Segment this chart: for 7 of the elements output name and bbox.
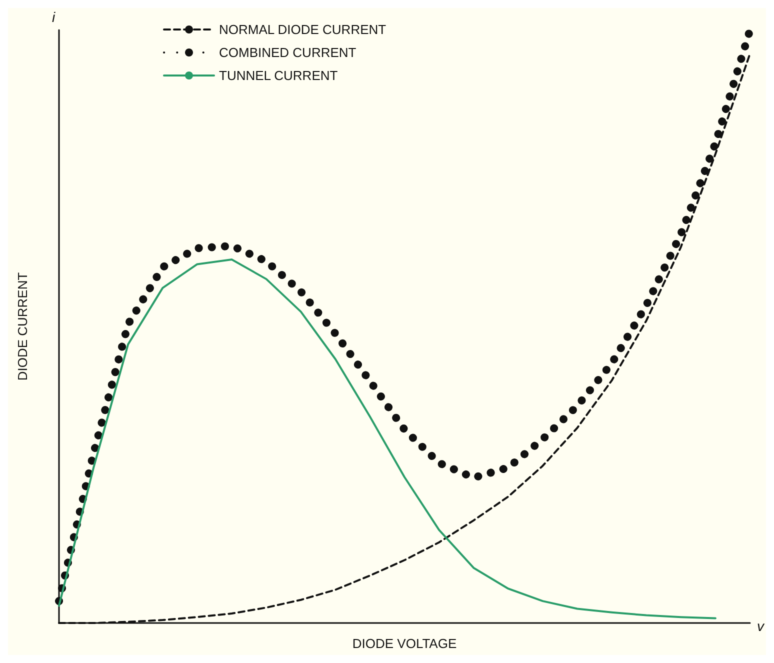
legend-label: COMBINED CURRENT [219, 45, 356, 60]
legend-label: TUNNEL CURRENT [219, 68, 338, 83]
x-axis-title: DIODE VOLTAGE [352, 636, 457, 651]
text: v [757, 618, 765, 634]
legend-label: NORMAL DIODE CURRENT [219, 22, 386, 37]
y-axis-title: DIODE CURRENT [15, 272, 30, 381]
text: i [52, 9, 56, 25]
